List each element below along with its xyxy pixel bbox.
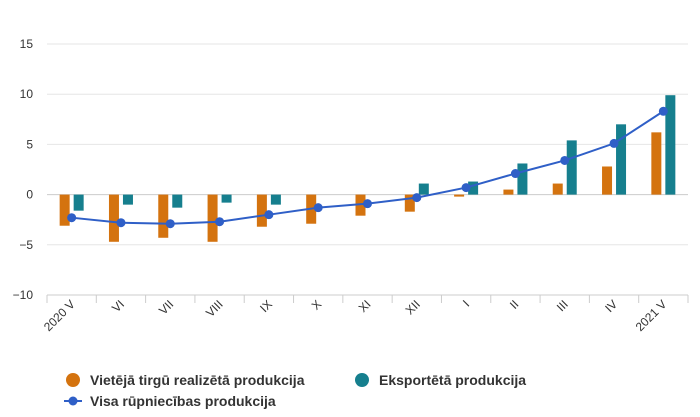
x-tick-label: XII	[403, 297, 423, 317]
bar-export	[221, 194, 232, 203]
bar-domestic	[256, 194, 267, 227]
legend-swatch	[355, 373, 369, 387]
x-tick-label: 2020 V	[41, 297, 78, 334]
bar-export	[270, 194, 281, 205]
x-tick-label: XI	[356, 297, 374, 315]
bar-export	[122, 194, 133, 205]
legend-item[interactable]: Eksportētā produkcija	[355, 372, 526, 388]
line-point	[67, 213, 77, 223]
x-tick-label: VI	[109, 297, 127, 315]
legend-label: Vietējā tirgū realizētā produkcija	[90, 372, 305, 388]
line-point	[313, 203, 323, 213]
line-point	[363, 199, 372, 209]
bar-domestic	[503, 189, 514, 195]
bar-domestic	[108, 194, 119, 242]
x-tick-label: I	[460, 297, 472, 309]
x-tick-label: VII	[156, 297, 176, 317]
bar-domestic	[454, 194, 465, 197]
line-point	[412, 193, 422, 203]
line-point	[609, 138, 619, 148]
x-axis: 2020 V VI VII VIII IX X XI XII I II III IV 2021 V	[41, 294, 689, 334]
legend-swatch-dot	[68, 396, 78, 406]
bar-domestic	[651, 132, 662, 195]
x-tick-label: III	[554, 297, 571, 314]
x-tick-label: X	[309, 297, 325, 313]
bar-export	[616, 124, 627, 195]
y-tick-label: −5	[19, 238, 33, 252]
bar-export	[566, 140, 577, 195]
grid	[47, 43, 688, 296]
line-point	[264, 210, 274, 220]
y-tick-label: 10	[20, 87, 34, 101]
line-point	[510, 169, 520, 179]
y-tick-label: 5	[26, 137, 33, 151]
legend-swatch	[66, 373, 80, 387]
y-axis: 15 10 5 0 −5 −10	[13, 37, 34, 302]
legend-item[interactable]: Vietējā tirgū realizētā produkcija	[66, 372, 305, 388]
bar-domestic	[602, 166, 613, 195]
bar-domestic	[552, 183, 563, 195]
line-point	[560, 155, 570, 165]
bar-export	[468, 181, 479, 195]
bar-domestic	[207, 194, 218, 242]
x-tick-label: IV	[602, 297, 620, 315]
line-point	[658, 106, 668, 116]
line-point	[116, 218, 126, 228]
bar-export	[665, 95, 676, 195]
bars	[59, 95, 676, 242]
line-point	[215, 217, 225, 227]
line-series	[67, 106, 668, 229]
legend-label: Eksportētā produkcija	[379, 372, 526, 388]
bar-domestic	[59, 194, 70, 226]
y-tick-label: 0	[26, 188, 33, 202]
legend-label: Visa rūpniecības produkcija	[90, 393, 276, 409]
bar-export	[172, 194, 183, 208]
legend[interactable]: Vietējā tirgū realizētā produkcija Ekspor…	[64, 372, 526, 409]
x-tick-label: 2021 V	[633, 297, 670, 334]
bar-export	[73, 194, 84, 211]
bar-domestic	[158, 194, 169, 238]
line-point	[461, 183, 471, 193]
x-tick-label: VIII	[203, 297, 226, 320]
y-tick-label: 15	[20, 37, 34, 51]
bar-export	[517, 163, 528, 195]
bar-export	[418, 183, 429, 195]
line-point	[165, 219, 175, 229]
legend-item[interactable]: Visa rūpniecības produkcija	[64, 393, 276, 409]
bar-domestic	[404, 194, 415, 212]
y-tick-label: −10	[13, 288, 34, 302]
x-tick-label: IX	[257, 297, 275, 315]
x-tick-label: II	[507, 297, 522, 312]
